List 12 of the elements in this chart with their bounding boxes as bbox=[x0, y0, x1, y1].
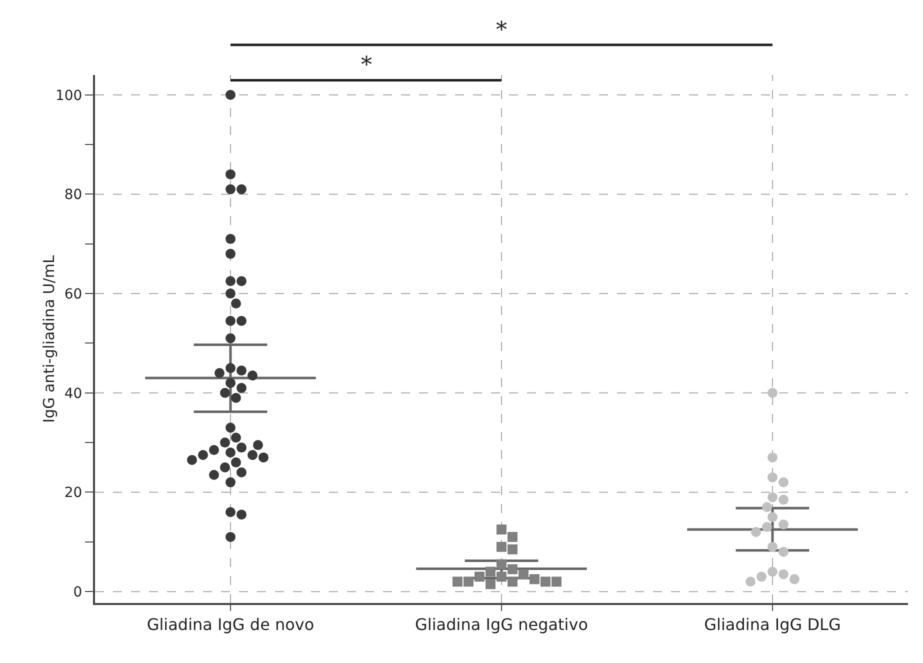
x-tick-label: Gliadina IgG de novo bbox=[146, 615, 314, 634]
y-tick-label: 40 bbox=[64, 386, 82, 402]
y-tick-label: 20 bbox=[64, 485, 82, 502]
text: * bbox=[496, 18, 507, 43]
annotation: * bbox=[361, 53, 372, 78]
y-tick-label: 60 bbox=[64, 286, 82, 302]
x-tick-label: Gliadina IgG DLG bbox=[704, 615, 841, 634]
x-tick-label: Gliadina IgG negativo bbox=[414, 615, 588, 634]
y-tick-label: 0 bbox=[73, 584, 82, 600]
y-axis-title: IgG anti-gliadina U/mL bbox=[40, 254, 58, 423]
y-tick-label: 100 bbox=[55, 88, 82, 104]
y-tick-label: 80 bbox=[64, 187, 82, 204]
